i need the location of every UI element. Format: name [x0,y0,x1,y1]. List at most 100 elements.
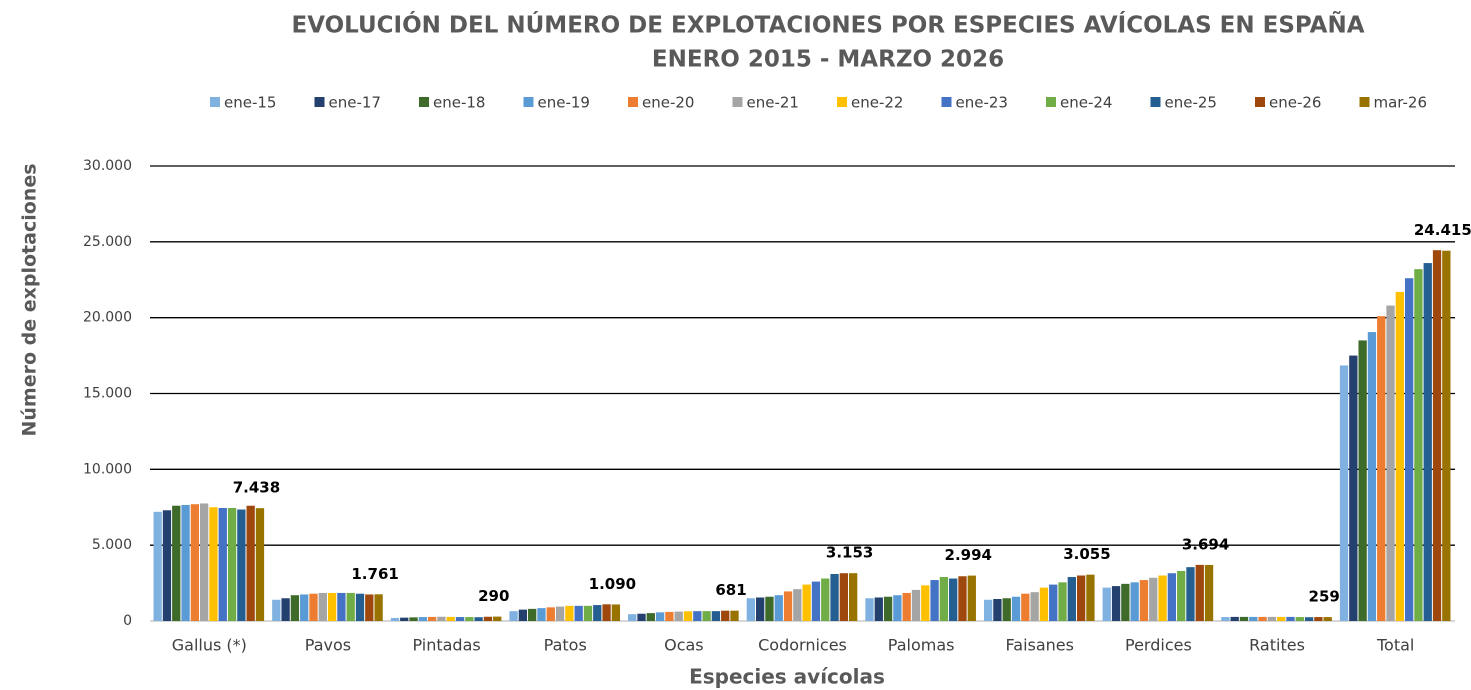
bar [1367,332,1377,621]
bar [1058,582,1067,621]
bar [646,613,655,621]
data-label: 7.438 [233,479,280,497]
bar [574,605,583,621]
x-tick-label: Faisanes [1006,636,1074,655]
bar [1323,617,1332,621]
bar [493,616,502,621]
bar [300,594,309,621]
bar [1186,567,1195,621]
x-tick-label: Patos [544,636,587,655]
bar [418,617,427,621]
bar [1286,616,1295,621]
data-label: 1.090 [589,575,636,593]
legend-swatch [523,97,534,107]
bar [565,605,574,621]
bar [967,575,976,621]
bar [693,611,702,621]
bar [290,595,300,621]
bar [702,611,711,621]
bar [674,611,683,621]
legend-label: ene-26 [1269,94,1321,112]
bar [365,594,374,621]
bar [1386,305,1395,621]
legend-label: ene-24 [1060,94,1112,112]
data-label: 290 [478,587,509,605]
bar [172,505,181,621]
bar [793,589,802,621]
bar [272,599,281,621]
bar [949,578,958,621]
bar [346,592,355,621]
bar [1030,592,1039,621]
legend-label: ene-19 [538,94,590,112]
bar [830,573,839,621]
bar [930,580,939,621]
bar [537,608,546,621]
bar [455,617,465,621]
bar [1349,355,1358,621]
bar [628,614,637,621]
legend-label: ene-22 [851,94,903,112]
bar [528,608,537,621]
bar [518,609,528,621]
bar [1130,582,1139,621]
bar [474,617,483,621]
bar [1339,365,1349,621]
data-label: 2.994 [945,546,992,564]
bar [1432,250,1442,622]
bar [1086,574,1095,621]
legend-label: ene-17 [329,94,381,112]
legend-label: mar-26 [1374,94,1428,112]
bar [218,508,227,621]
data-label: 681 [715,581,746,599]
bar [1039,587,1049,621]
bar [811,581,821,621]
legend-label: ene-23 [956,94,1008,112]
bar [355,593,365,621]
bar [400,617,409,621]
bar [721,610,730,621]
bar [802,584,811,621]
bar [327,592,337,621]
legend-swatch [1150,97,1161,107]
bar [190,504,200,621]
y-tick-label: 25.000 [83,234,132,250]
bar [209,507,218,621]
bar [921,585,930,621]
bar [483,616,493,621]
bar [958,576,967,621]
x-tick-label: Perdices [1125,636,1192,655]
data-label: 3.153 [826,544,873,562]
bar [1158,575,1167,621]
bar [162,510,172,621]
bar [746,598,755,621]
bar [1258,616,1267,621]
bar [1111,586,1121,621]
y-tick-label: 20.000 [83,310,132,326]
bar [181,504,190,621]
bar [1102,587,1111,621]
x-tick-label: Gallus (*) [172,636,247,655]
bar [1177,570,1186,621]
data-label: 24.415 [1414,221,1471,239]
x-tick-label: Ratites [1249,636,1305,655]
bar [1377,316,1386,621]
bar [465,617,474,621]
bar [983,599,993,621]
x-tick-label: Ocas [664,636,704,655]
legend-swatch [1046,97,1056,107]
bar [730,610,739,621]
legend-label: ene-20 [642,94,694,112]
bar [593,605,602,621]
bar [1358,340,1367,621]
legend-swatch [1255,97,1265,107]
bar [246,505,255,621]
bar [153,511,162,621]
legend-swatch [732,97,743,107]
bar [1404,278,1414,621]
y-tick-label: 0 [123,613,132,629]
bar [865,598,874,621]
bar [1395,291,1404,621]
x-tick-label: Total [1376,636,1414,655]
bar [821,578,830,621]
